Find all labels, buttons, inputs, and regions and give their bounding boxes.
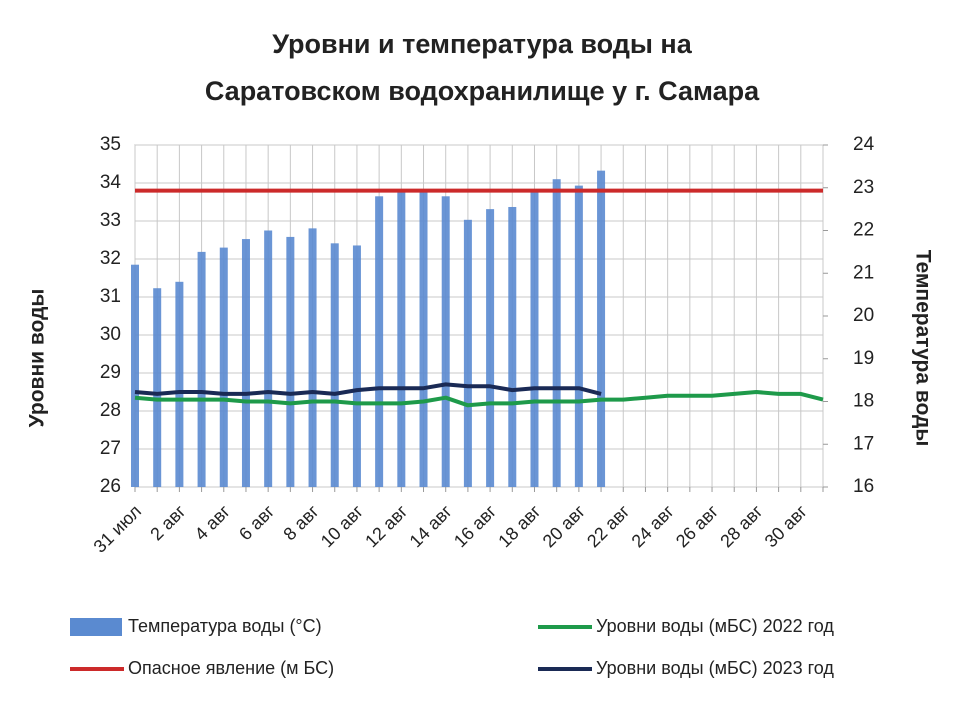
x-tick-label: 31 июл (90, 501, 146, 557)
bar (153, 288, 162, 487)
y2-tick-label: 23 (853, 177, 874, 198)
y2-axis-title: Температура воды (911, 250, 934, 447)
bar (264, 230, 273, 487)
x-tick-label: 24 авг (628, 501, 679, 552)
y-tick-label: 27 (100, 438, 121, 459)
bar (219, 247, 228, 487)
x-tick-label: 14 авг (406, 501, 457, 552)
bar (419, 192, 428, 487)
legend-label: Уровни воды (мБС) 2022 год (596, 616, 834, 636)
y2-tick-label: 21 (853, 262, 874, 283)
y-axis-title: Уровни воды (26, 289, 49, 428)
x-tick-label: 22 авг (583, 501, 634, 552)
x-tick-label: 4 авг (191, 501, 235, 545)
bar (308, 228, 317, 488)
y2-tick-label: 20 (853, 305, 874, 326)
chart-title: Саратовском водохранилище у г. Самара (205, 76, 760, 106)
legend-label: Уровни воды (мБС) 2023 год (596, 658, 834, 678)
legend-marker (70, 618, 122, 636)
y-tick-label: 28 (100, 400, 121, 421)
y2-tick-label: 16 (853, 476, 874, 497)
x-tick-label: 12 авг (361, 501, 412, 552)
bar (441, 196, 450, 488)
y2-tick-label: 22 (853, 220, 874, 241)
y2-tick-label: 19 (853, 348, 874, 369)
bar (286, 236, 295, 487)
bar (574, 185, 583, 488)
bar (463, 219, 472, 487)
y-tick-label: 35 (100, 134, 121, 155)
bar (330, 243, 339, 487)
plot-area (134, 144, 824, 488)
y2-tick-label: 18 (853, 391, 874, 412)
bar (241, 239, 250, 487)
y-tick-label: 31 (100, 286, 121, 307)
x-tick-label: 16 авг (450, 501, 501, 552)
x-tick-label: 20 авг (539, 501, 590, 552)
legend-label: Опасное явление (м БС) (128, 658, 334, 678)
bar (508, 206, 517, 488)
chart-title: Уровни и температура воды на (272, 29, 692, 59)
bar (197, 251, 206, 487)
x-tick-label: 10 авг (317, 501, 368, 552)
x-tick-label: 26 авг (672, 501, 723, 552)
line (134, 382, 602, 396)
y2-tick-label: 24 (853, 134, 875, 155)
x-tick-label: 28 авг (716, 501, 767, 552)
y2-tick-label: 17 (853, 433, 874, 454)
bar (552, 179, 561, 487)
y-tick-label: 34 (100, 172, 122, 193)
y-tick-label: 29 (100, 362, 121, 383)
x-tick-label: 6 авг (235, 501, 279, 545)
bar (530, 192, 539, 487)
y-tick-label: 26 (100, 476, 121, 497)
line (134, 390, 824, 408)
x-tick-label: 18 авг (494, 501, 545, 552)
y-tick-label: 33 (100, 210, 121, 231)
y-tick-label: 32 (100, 248, 121, 269)
bar (597, 170, 606, 487)
y-tick-label: 30 (100, 324, 121, 345)
bar (175, 281, 184, 487)
bar (352, 245, 361, 487)
bar (397, 189, 406, 487)
legend-label: Температура воды (°С) (128, 616, 322, 636)
x-tick-label: 30 авг (761, 501, 812, 552)
bar (131, 264, 139, 487)
bar (375, 196, 384, 488)
x-tick-label: 2 авг (146, 501, 190, 545)
bar (486, 209, 495, 487)
